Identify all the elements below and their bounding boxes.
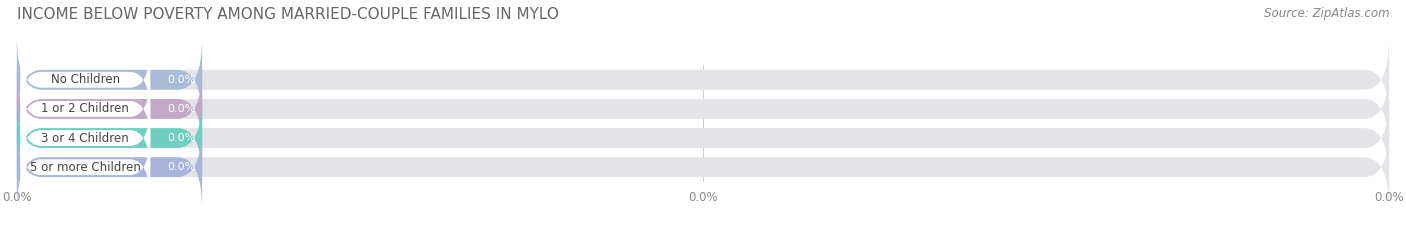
FancyBboxPatch shape <box>17 125 202 210</box>
Text: INCOME BELOW POVERTY AMONG MARRIED-COUPLE FAMILIES IN MYLO: INCOME BELOW POVERTY AMONG MARRIED-COUPL… <box>17 7 558 22</box>
Text: 0.0%: 0.0% <box>167 162 195 172</box>
FancyBboxPatch shape <box>20 73 150 145</box>
FancyBboxPatch shape <box>20 102 150 174</box>
FancyBboxPatch shape <box>17 37 1389 122</box>
FancyBboxPatch shape <box>17 96 202 181</box>
FancyBboxPatch shape <box>20 131 150 203</box>
FancyBboxPatch shape <box>17 125 1389 210</box>
Text: 1 or 2 Children: 1 or 2 Children <box>41 103 129 115</box>
FancyBboxPatch shape <box>17 96 1389 181</box>
Text: 3 or 4 Children: 3 or 4 Children <box>41 132 129 144</box>
Text: No Children: No Children <box>51 73 120 86</box>
Text: 5 or more Children: 5 or more Children <box>30 161 141 174</box>
Text: 0.0%: 0.0% <box>167 75 195 85</box>
FancyBboxPatch shape <box>20 44 150 116</box>
FancyBboxPatch shape <box>17 66 202 151</box>
Text: Source: ZipAtlas.com: Source: ZipAtlas.com <box>1264 7 1389 20</box>
Text: 0.0%: 0.0% <box>167 133 195 143</box>
Text: 0.0%: 0.0% <box>167 104 195 114</box>
FancyBboxPatch shape <box>17 37 202 122</box>
FancyBboxPatch shape <box>17 66 1389 151</box>
